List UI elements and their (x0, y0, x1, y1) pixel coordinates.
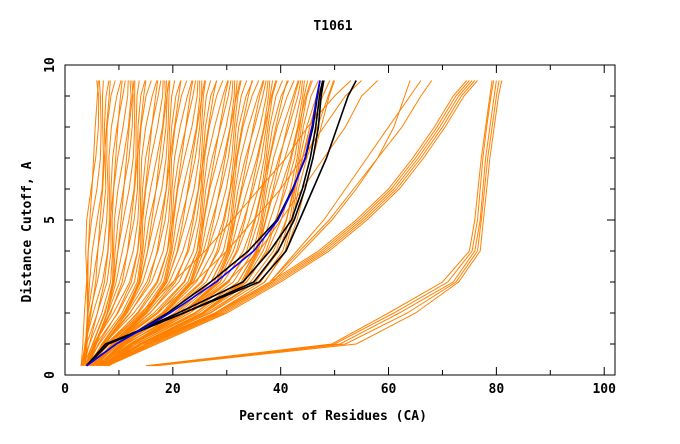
series-line-orange-fill (80, 80, 100, 366)
series-line-orange-fill (85, 80, 164, 366)
series-line-orange-fill (104, 80, 335, 367)
series-line-orange (153, 80, 500, 367)
series-line-black (86, 80, 324, 367)
series-line-orange-fill (81, 80, 122, 366)
chart-title: T1061 (313, 19, 352, 34)
series-line-orange (86, 80, 352, 367)
series-line-orange (101, 80, 277, 367)
series-line-orange-fill (89, 80, 168, 366)
series-line-orange (107, 80, 468, 367)
series-line-orange (107, 80, 476, 367)
y-tick-labels: 0 5 10 (43, 57, 58, 379)
series-line-orange-fill (106, 80, 326, 367)
series-line-orange-fill (101, 80, 271, 367)
series-line-black (86, 80, 321, 367)
series-line-orange-fill (94, 80, 203, 367)
series-line-black (86, 80, 357, 367)
series-line-orange (145, 80, 493, 367)
series-line-orange (91, 80, 194, 366)
series-line-orange-fill (83, 80, 116, 366)
series-line-orange-fill (101, 80, 302, 367)
series-line-orange (91, 80, 362, 367)
series-line-orange-fill (89, 80, 199, 367)
series-line-orange (107, 80, 473, 367)
series-line-orange-fill (90, 80, 188, 366)
x-tick-label: 40 (273, 382, 289, 397)
x-tick-labels: 0 20 40 60 80 100 (61, 382, 616, 397)
series-line-orange-fill (92, 80, 229, 367)
series-line-orange-fill (83, 80, 102, 366)
series-line-orange-fill (87, 80, 167, 366)
series-line-orange (87, 80, 159, 366)
series-line-orange-fill (100, 80, 299, 367)
series-line-orange (83, 80, 123, 366)
series-line-orange-fill (85, 80, 158, 366)
series-line-orange (80, 80, 99, 366)
series-line-orange-fill (87, 80, 152, 366)
series-line-orange-fill (88, 80, 193, 366)
series-line-orange (88, 80, 170, 366)
series-line-orange-fill (82, 80, 132, 366)
series-line-orange (107, 80, 470, 367)
series-line-orange (148, 80, 497, 367)
y-tick-label: 10 (43, 57, 58, 73)
series-line-orange-fill (87, 80, 136, 366)
y-tick-label: 0 (43, 371, 58, 379)
series-line-orange (97, 80, 379, 367)
x-tick-label: 0 (61, 382, 69, 397)
series-line-orange (102, 80, 288, 367)
series-line-orange (90, 80, 182, 366)
x-tick-label: 80 (489, 382, 505, 397)
series-line-orange-fill (92, 80, 201, 367)
series-line-orange (106, 80, 324, 367)
series-line-orange-fill (94, 80, 224, 367)
x-tick-label: 100 (592, 382, 616, 397)
series-line-orange (104, 80, 300, 367)
series-line-orange (107, 80, 478, 367)
series-line-orange-fill (80, 80, 129, 366)
series-line-blue (86, 80, 321, 367)
series-line-orange (95, 80, 229, 367)
axis-ticks (64, 64, 615, 376)
series-line-orange (151, 80, 495, 367)
x-tick-label: 20 (165, 382, 181, 397)
series-line-orange-fill (96, 80, 267, 367)
y-axis-label: Distance Cutoff, A (20, 161, 35, 302)
x-axis-label: Percent of Residues (CA) (239, 409, 427, 424)
series-line-orange (85, 80, 135, 366)
series-line-orange-fill (85, 80, 134, 366)
series-line-orange (86, 80, 147, 366)
series-line-orange (94, 80, 217, 367)
x-tick-label: 60 (381, 382, 397, 397)
y-tick-label: 5 (43, 216, 58, 224)
plot-lines (80, 80, 503, 367)
series-line-orange (156, 80, 503, 367)
series-line-orange (93, 80, 206, 367)
series-line-orange (82, 80, 111, 366)
